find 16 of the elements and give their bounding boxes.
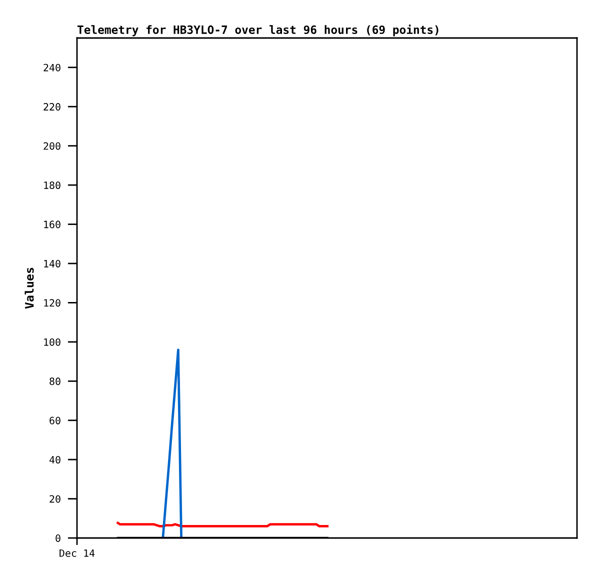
y-tick-label: 200 <box>44 142 60 150</box>
y-tick-label: 100 <box>44 338 60 346</box>
y-tick-label: 80 <box>50 378 60 386</box>
y-tick-label: 160 <box>44 220 60 228</box>
x-tick-label: Dec 14 <box>60 549 95 557</box>
y-tick-label: 20 <box>50 495 60 503</box>
y-tick-label: 220 <box>44 103 60 111</box>
y-tick-label: 0 <box>56 534 60 542</box>
y-tick-label: 180 <box>44 181 60 190</box>
y-tick-label: 60 <box>50 416 60 424</box>
y-tick-label: 140 <box>44 260 60 268</box>
y-tick-label: 40 <box>49 456 60 464</box>
y-axis-title: Values <box>24 268 34 309</box>
y-tick-label: 240 <box>44 64 60 72</box>
y-tick-label: 120 <box>44 299 60 307</box>
chart-title: Telemetry for HB3YLO-7 over last 96 hours (69 points) <box>78 24 438 36</box>
